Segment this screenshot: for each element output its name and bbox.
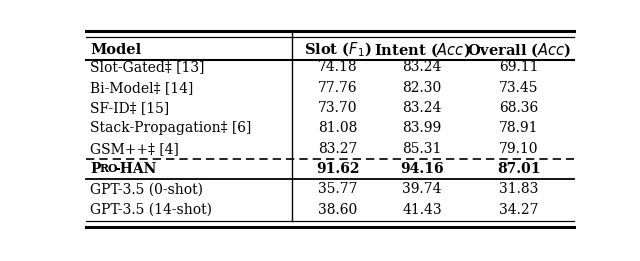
Text: P: P [90, 162, 100, 176]
Text: -HAN: -HAN [115, 162, 157, 176]
Text: 83.27: 83.27 [318, 142, 358, 156]
Text: Intent ($Acc$): Intent ($Acc$) [374, 41, 470, 59]
Text: 78.91: 78.91 [499, 121, 539, 135]
Text: Slot-Gated‡ [13]: Slot-Gated‡ [13] [90, 60, 204, 74]
Text: GPT-3.5 (14-shot): GPT-3.5 (14-shot) [90, 203, 212, 217]
Text: 31.83: 31.83 [499, 182, 539, 196]
Text: 91.62: 91.62 [316, 162, 360, 176]
Text: 68.36: 68.36 [499, 101, 539, 115]
Text: 94.16: 94.16 [401, 162, 444, 176]
Text: 85.31: 85.31 [403, 142, 442, 156]
Text: GSM++‡ [4]: GSM++‡ [4] [90, 142, 179, 156]
Text: 35.77: 35.77 [318, 182, 358, 196]
Text: GPT-3.5 (0-shot): GPT-3.5 (0-shot) [90, 182, 203, 196]
Text: 73.45: 73.45 [499, 81, 539, 95]
Text: SF-ID‡ [15]: SF-ID‡ [15] [90, 101, 169, 115]
Text: Slot ($F_1$): Slot ($F_1$) [304, 41, 372, 59]
Text: 81.08: 81.08 [318, 121, 358, 135]
Text: 79.10: 79.10 [499, 142, 539, 156]
Text: 34.27: 34.27 [499, 203, 539, 217]
Text: Bi-Model‡ [14]: Bi-Model‡ [14] [90, 81, 193, 95]
Text: 83.24: 83.24 [403, 101, 442, 115]
Text: 83.24: 83.24 [403, 60, 442, 74]
Text: 39.74: 39.74 [403, 182, 442, 196]
Text: 87.01: 87.01 [497, 162, 541, 176]
Text: 82.30: 82.30 [403, 81, 442, 95]
Text: 83.99: 83.99 [403, 121, 442, 135]
Text: 69.11: 69.11 [499, 60, 539, 74]
Text: Model: Model [90, 43, 141, 57]
Text: Overall ($Acc$): Overall ($Acc$) [467, 41, 571, 59]
Text: Stack-Propagation‡ [6]: Stack-Propagation‡ [6] [90, 121, 252, 135]
Text: 38.60: 38.60 [318, 203, 358, 217]
Text: 74.18: 74.18 [318, 60, 358, 74]
Text: 77.76: 77.76 [318, 81, 358, 95]
Text: 41.43: 41.43 [403, 203, 442, 217]
Text: RO: RO [100, 163, 118, 174]
Text: 73.70: 73.70 [318, 101, 358, 115]
